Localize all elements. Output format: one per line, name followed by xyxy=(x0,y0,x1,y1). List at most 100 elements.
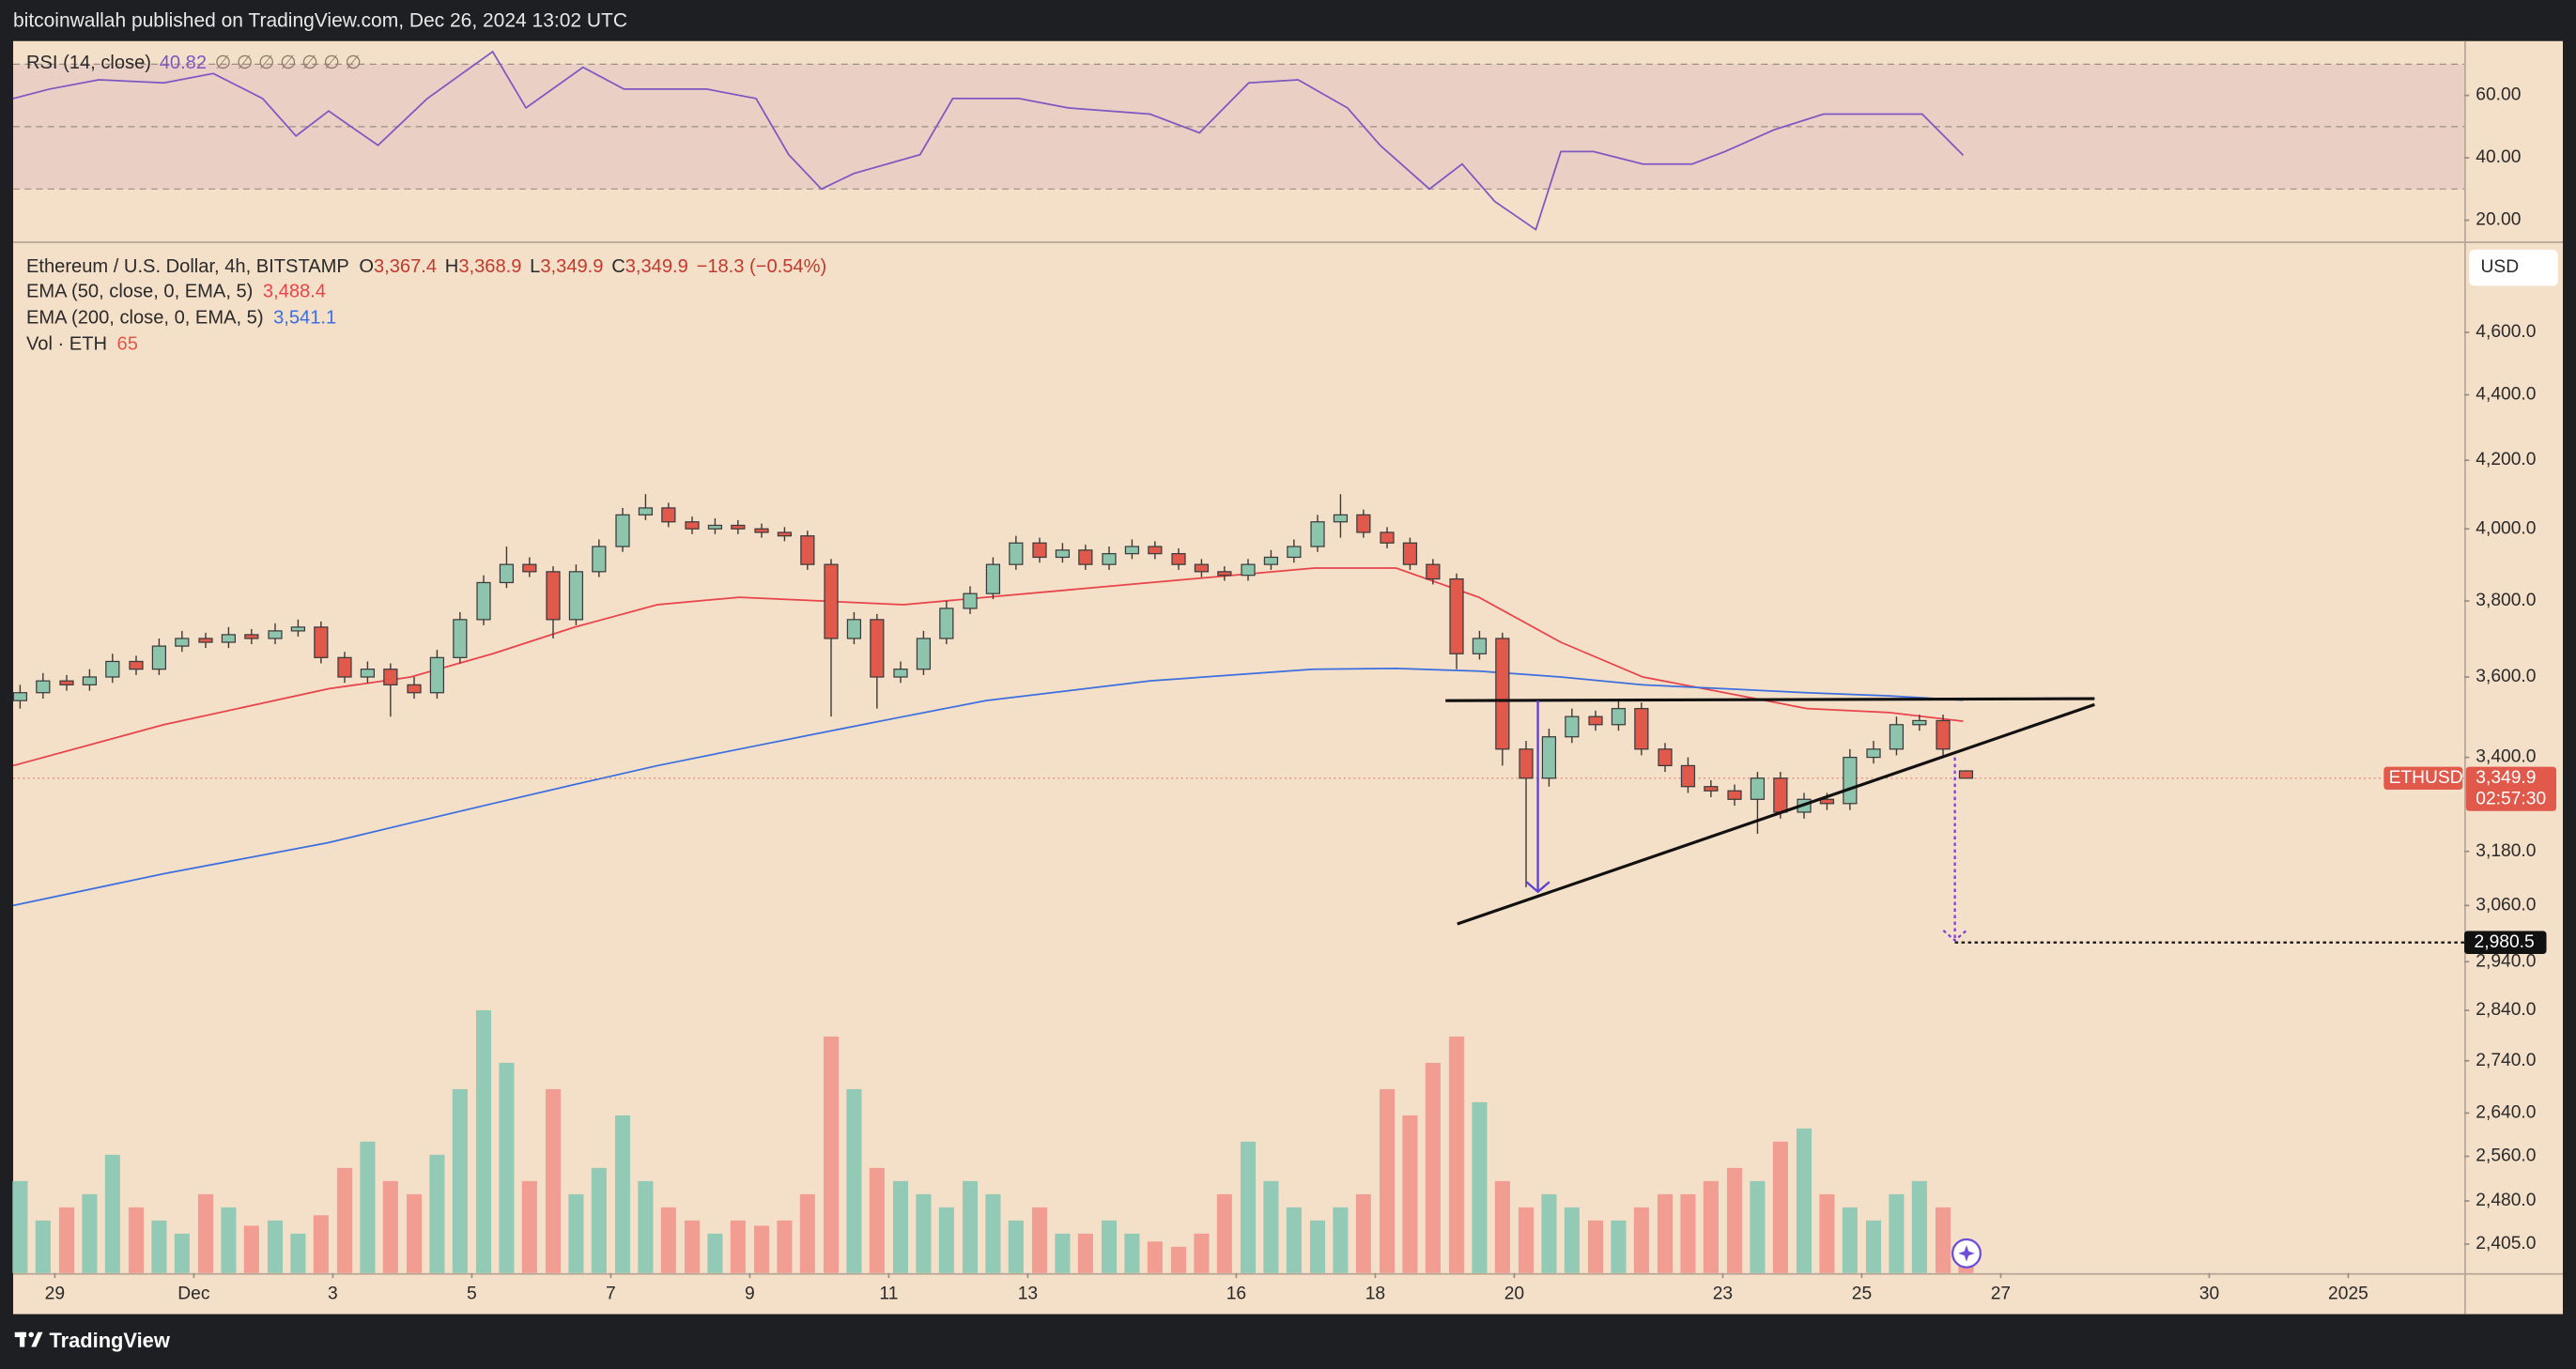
volume-bar xyxy=(545,1088,562,1273)
publish-info: bitcoinwallah published on TradingView.c… xyxy=(13,9,627,31)
volume-bar xyxy=(1935,1207,1951,1273)
rsi-placeholders: ∅ ∅ ∅ ∅ ∅ ∅ ∅ xyxy=(215,54,362,74)
candle-body xyxy=(1680,764,1696,788)
rsi-name: RSI (14, close) xyxy=(26,54,151,74)
symbol-title: Ethereum / U.S. Dollar, 4h, BITSTAMP xyxy=(26,256,349,277)
candle-body xyxy=(1333,514,1349,523)
y-tick-label: 2,840.0 xyxy=(2476,1000,2536,1020)
x-tick-label: 18 xyxy=(1365,1284,1385,1304)
volume-bar xyxy=(1170,1246,1187,1273)
ohlc-value: 3,349.9 xyxy=(625,256,688,277)
trend-line xyxy=(1457,702,2095,926)
volume-bar xyxy=(128,1207,145,1273)
candle-body xyxy=(1704,786,1719,792)
candle-body xyxy=(1426,563,1441,580)
candle-body xyxy=(1217,571,1232,577)
candle-body xyxy=(244,634,259,639)
ohlc-key: H xyxy=(445,256,459,277)
volume-bar xyxy=(82,1193,98,1273)
candle-body xyxy=(661,507,676,523)
volume-bar xyxy=(1355,1193,1371,1273)
volume-bar xyxy=(707,1233,723,1273)
symbol-tag xyxy=(2383,766,2463,791)
volume-bar xyxy=(962,1180,979,1273)
y-tick-label: 3,180.0 xyxy=(2476,841,2536,861)
y-tick-label: 3,060.0 xyxy=(2476,895,2536,915)
candle-body xyxy=(1287,546,1302,559)
ohlc-key: L xyxy=(530,256,540,277)
y-tick-label: 4,000.0 xyxy=(2476,518,2536,538)
volume-bar xyxy=(660,1207,676,1273)
countdown-label: 02:57:30 xyxy=(2476,790,2546,809)
candle-body xyxy=(175,638,190,647)
ohlc-value: 3,349.9 xyxy=(540,256,603,277)
x-tick-label: 13 xyxy=(1018,1284,1038,1304)
candle-body xyxy=(1495,638,1510,750)
y-tick-label: 40.00 xyxy=(2476,147,2521,167)
candle-body xyxy=(1380,531,1395,544)
footer-brand: TradingView xyxy=(49,1329,170,1352)
volume-bar xyxy=(1796,1128,1812,1273)
volume-bar xyxy=(290,1233,306,1273)
volume-bar xyxy=(521,1180,537,1273)
candle-body xyxy=(1588,715,1603,726)
volume-bar xyxy=(12,1180,28,1273)
volume-bar xyxy=(1541,1193,1557,1273)
x-tick-label: 3 xyxy=(328,1284,338,1304)
x-tick-label: 25 xyxy=(1852,1284,1872,1304)
volume-bar xyxy=(730,1220,746,1273)
volume-bar xyxy=(1772,1141,1788,1273)
candle-body xyxy=(36,680,51,694)
candle-body xyxy=(1958,770,1974,779)
currency-label: USD xyxy=(2481,257,2520,277)
candle-body xyxy=(1124,546,1140,555)
volume-bar xyxy=(104,1154,120,1273)
legend-value: 65 xyxy=(117,334,138,355)
y-tick-label: 4,400.0 xyxy=(2476,385,2536,405)
arrow-head xyxy=(1942,930,1967,943)
currency-button[interactable] xyxy=(2469,249,2558,286)
y-tick-label: 3,600.0 xyxy=(2476,667,2536,686)
candle-body xyxy=(129,660,144,670)
candle-body xyxy=(1102,553,1117,565)
volume-bar xyxy=(1494,1180,1510,1273)
candle-body xyxy=(1658,748,1673,767)
candle-body xyxy=(1843,756,1858,805)
tradingview-logo xyxy=(14,1331,43,1347)
candle-body xyxy=(824,563,839,639)
volume-bar xyxy=(1031,1207,1048,1273)
last-price-label: 3,349.9 xyxy=(2476,768,2536,788)
volume-bar xyxy=(1309,1220,1326,1273)
y-tick-label: 2,740.0 xyxy=(2476,1051,2536,1070)
volume-bar xyxy=(985,1193,1001,1273)
x-tick-label: 7 xyxy=(606,1284,616,1304)
candle-body xyxy=(1565,715,1580,738)
x-tick-label: 11 xyxy=(879,1284,898,1304)
volume-bar xyxy=(1703,1180,1719,1273)
volume-bar xyxy=(1842,1207,1858,1273)
candle-body xyxy=(1936,719,1951,750)
volume-bar xyxy=(638,1180,654,1273)
volume-bar xyxy=(35,1220,51,1273)
volume-bar xyxy=(1379,1088,1396,1273)
volume-bar xyxy=(869,1167,885,1273)
x-tick-label: 5 xyxy=(467,1284,477,1304)
candle-body xyxy=(685,521,700,530)
candle-body xyxy=(383,669,398,685)
volume-bar xyxy=(1564,1207,1580,1273)
volume-bar xyxy=(475,1009,492,1273)
volume-bar xyxy=(151,1220,167,1273)
candle-body xyxy=(1310,521,1325,547)
target-label-box xyxy=(2464,931,2547,955)
candle-body xyxy=(476,581,491,621)
legend-value: 3,541.1 xyxy=(273,308,336,329)
ohlc-key: O xyxy=(359,256,374,277)
volume-bar xyxy=(313,1215,329,1273)
volume-bar xyxy=(1286,1207,1302,1273)
volume-bar xyxy=(1657,1193,1674,1273)
volume-bar xyxy=(1263,1180,1279,1273)
candle-body xyxy=(360,669,376,678)
candle-body xyxy=(1866,748,1881,759)
